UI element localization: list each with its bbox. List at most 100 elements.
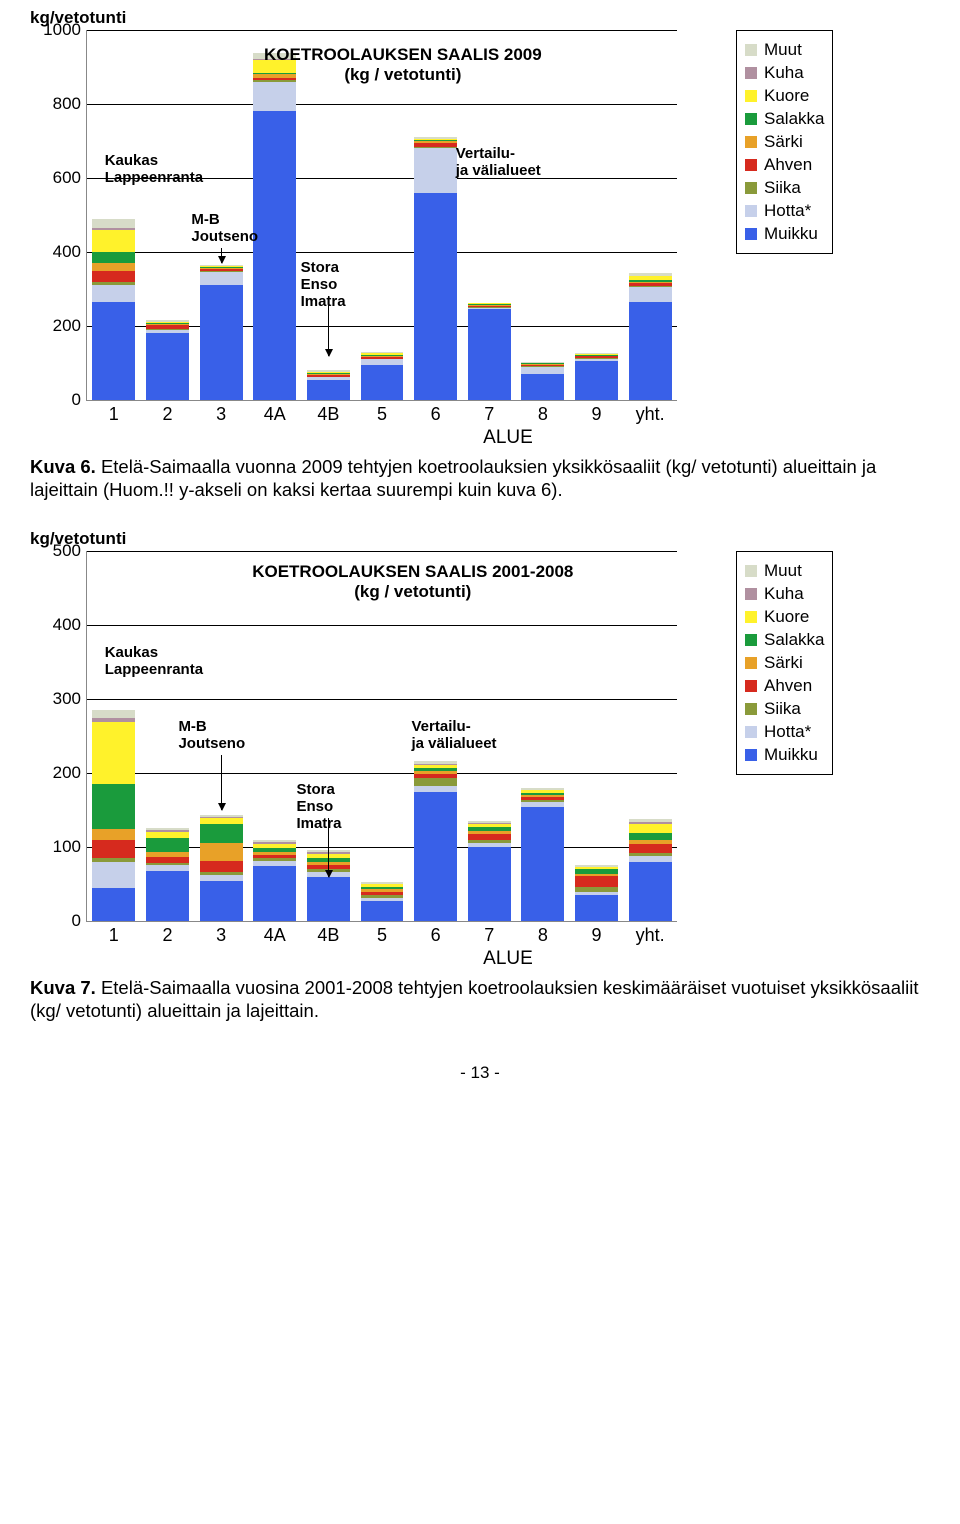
seg-Hotta	[629, 287, 672, 302]
x-tick-label: 8	[538, 921, 548, 946]
y-tick-label: 0	[72, 390, 87, 410]
seg-Muikku	[414, 193, 457, 400]
x-tick-label: 4A	[264, 400, 286, 425]
swatch-icon	[745, 565, 757, 577]
bar-stack	[146, 320, 189, 400]
seg-Muikku	[253, 866, 296, 922]
seg-Muut	[92, 710, 135, 717]
legend: MuutKuhaKuoreSalakkaSärkiAhvenSiikaHotta…	[736, 551, 833, 775]
x-tick-label: 2	[162, 921, 172, 946]
y-tick-label: 600	[53, 168, 87, 188]
seg-Muikku	[361, 365, 404, 400]
seg-Muikku	[146, 871, 189, 921]
seg-Ahven	[92, 840, 135, 859]
legend-item-Siika: Siika	[745, 699, 824, 719]
x-tick-label: 7	[484, 921, 494, 946]
x-tick-label: 3	[216, 400, 226, 425]
swatch-icon	[745, 680, 757, 692]
caption-text: Etelä-Saimaalla vuonna 2009 tehtyjen koe…	[30, 456, 876, 500]
legend-item-Sarki: Särki	[745, 132, 824, 152]
x-tick-label: yht.	[636, 400, 665, 425]
swatch-icon	[745, 113, 757, 125]
x-tick-label: 6	[431, 921, 441, 946]
legend-label: Särki	[764, 132, 803, 152]
y-tick-label: 200	[53, 316, 87, 336]
legend-item-Ahven: Ahven	[745, 155, 824, 175]
bar-stack	[307, 370, 350, 400]
chart-title: KOETROOLAUKSEN SAALIS 2001-2008 (kg / ve…	[252, 562, 573, 602]
seg-Ahven	[575, 876, 618, 887]
seg-Hotta	[92, 285, 135, 302]
legend-label: Hotta*	[764, 201, 811, 221]
bar-stack	[414, 761, 457, 921]
bar-stack	[361, 882, 404, 921]
y-tick-label: 800	[53, 94, 87, 114]
seg-Muikku	[92, 302, 135, 400]
bar-2	[141, 30, 195, 400]
bar-stack	[92, 710, 135, 921]
swatch-icon	[745, 726, 757, 738]
y-tick-label: 1000	[43, 20, 87, 40]
bar-stack	[521, 788, 564, 921]
x-tick-label: 5	[377, 400, 387, 425]
swatch-icon	[745, 657, 757, 669]
bar-stack	[575, 865, 618, 921]
x-tick-label: 2	[162, 400, 172, 425]
legend-label: Kuha	[764, 584, 804, 604]
seg-Muikku	[146, 333, 189, 400]
annotation: M-B Joutseno	[178, 718, 245, 752]
bar-stack	[92, 219, 135, 400]
legend-item-Sarki: Särki	[745, 653, 824, 673]
x-tick-label: 1	[109, 400, 119, 425]
x-tick-label: 4B	[317, 921, 339, 946]
bar-stack	[468, 303, 511, 400]
x-tick-label: 7	[484, 400, 494, 425]
seg-Ahven	[92, 271, 135, 282]
legend-item-Muut: Muut	[745, 40, 824, 60]
swatch-icon	[745, 182, 757, 194]
bar-stack	[468, 821, 511, 922]
legend-item-Hotta: Hotta*	[745, 722, 824, 742]
legend-item-Muikku: Muikku	[745, 745, 824, 765]
legend-label: Kuore	[764, 86, 809, 106]
bar-stack	[629, 819, 672, 921]
x-tick-label: yht.	[636, 921, 665, 946]
y-tick-label: 200	[53, 763, 87, 783]
bar-7	[462, 30, 516, 400]
annotation: Vertailu- ja välialueet	[412, 718, 497, 752]
bar-stack	[521, 362, 564, 400]
seg-Ahven	[200, 861, 243, 872]
bar-9	[570, 30, 624, 400]
y-tick-label: 0	[72, 911, 87, 931]
seg-Muikku	[575, 895, 618, 922]
seg-Hotta	[414, 148, 457, 192]
arrow-icon	[328, 296, 329, 355]
seg-Muikku	[414, 792, 457, 922]
seg-Muikku	[575, 361, 618, 400]
bar-stack	[414, 137, 457, 400]
legend-item-Kuore: Kuore	[745, 86, 824, 106]
legend-item-Kuha: Kuha	[745, 584, 824, 604]
seg-Sarki	[92, 263, 135, 270]
x-tick-label: 8	[538, 400, 548, 425]
seg-Muut	[92, 219, 135, 228]
caption-label: Kuva 6.	[30, 456, 96, 477]
seg-Muikku	[629, 862, 672, 921]
swatch-icon	[745, 44, 757, 56]
seg-Salakka	[629, 833, 672, 840]
swatch-icon	[745, 205, 757, 217]
bar-5	[355, 30, 409, 400]
legend-label: Muikku	[764, 745, 818, 765]
x-tick-label: 5	[377, 921, 387, 946]
legend-label: Siika	[764, 178, 801, 198]
bar-8	[516, 30, 570, 400]
annotation: Kaukas Lappeenranta	[105, 644, 203, 678]
bar-stack	[361, 352, 404, 400]
bar-stack	[253, 840, 296, 921]
chart-2009: kg/vetotunti 020040060080010001234A4B567…	[30, 30, 930, 501]
seg-Muikku	[468, 847, 511, 921]
swatch-icon	[745, 136, 757, 148]
x-tick-label: 6	[431, 400, 441, 425]
seg-Siika	[414, 778, 457, 785]
legend-item-Hotta: Hotta*	[745, 201, 824, 221]
